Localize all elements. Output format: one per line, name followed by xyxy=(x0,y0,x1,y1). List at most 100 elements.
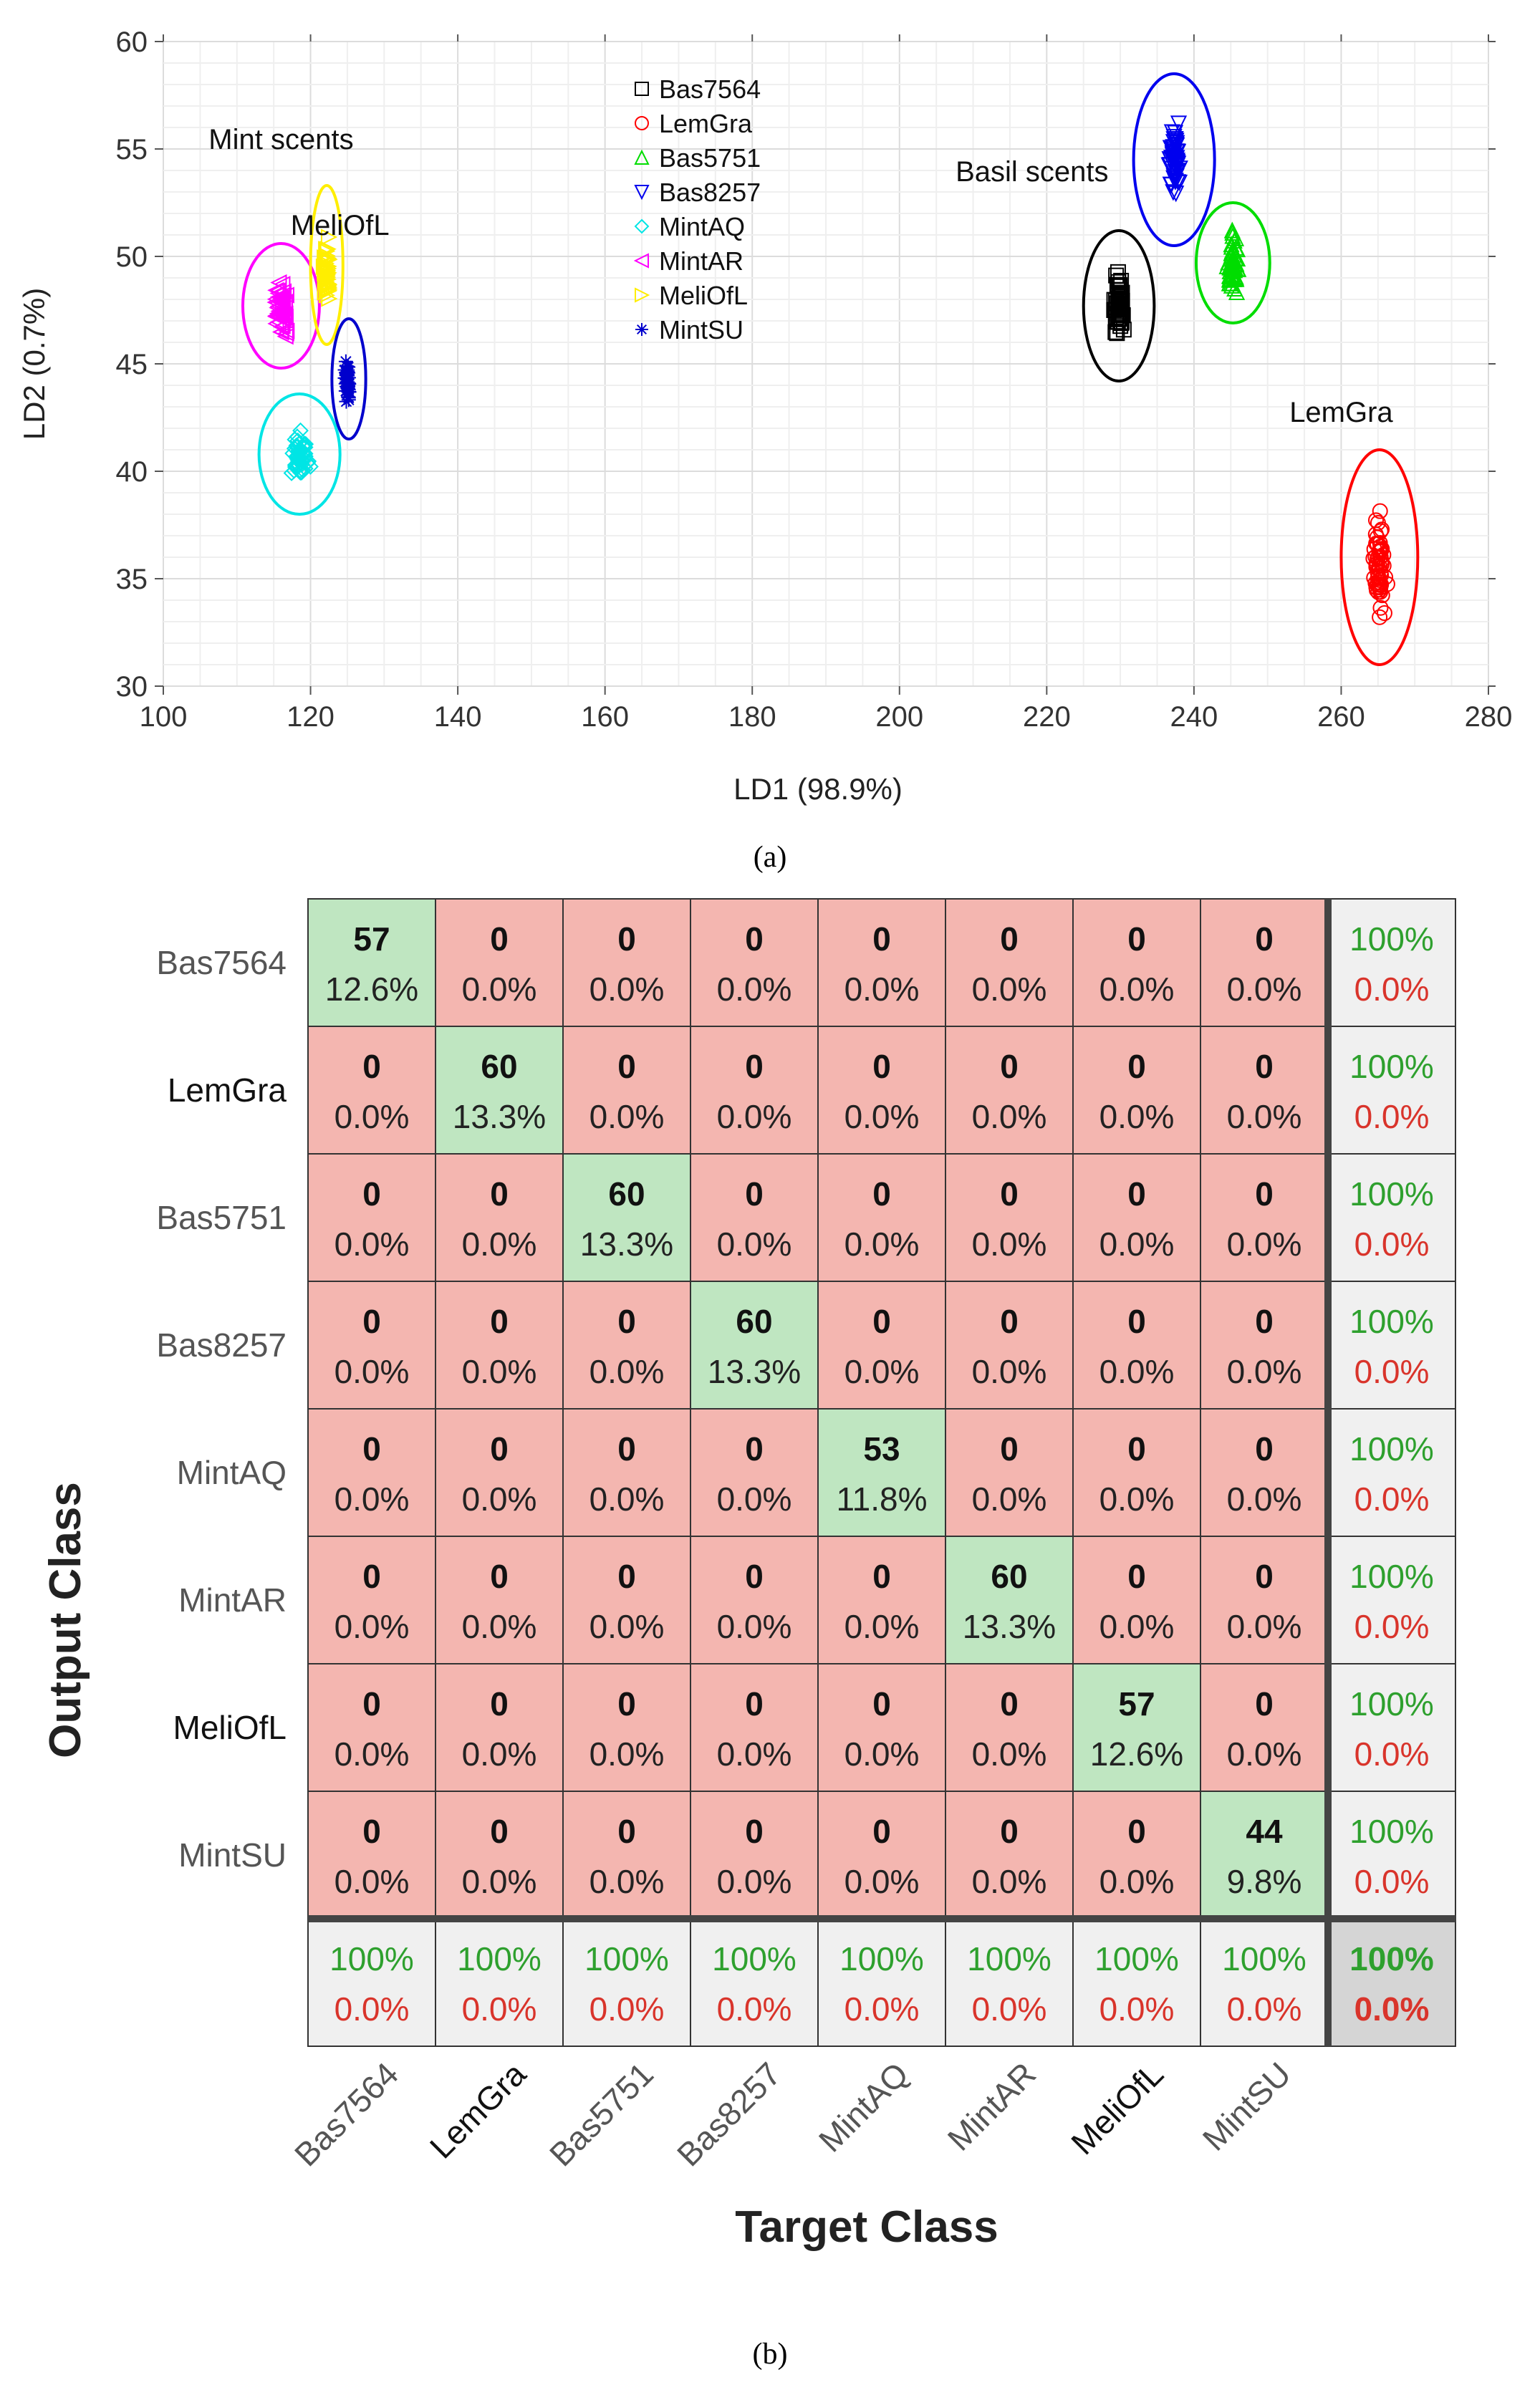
cm-cell-bottom-text: 0.0% xyxy=(462,1863,537,1900)
cm-cell-top-text: 0 xyxy=(1255,1430,1274,1468)
cm-cell-top-text: 0 xyxy=(1000,1048,1019,1085)
cm-cell xyxy=(1200,898,1329,1027)
cm-cell-bottom-text: 0.0% xyxy=(844,1353,920,1390)
x-tick-label: 280 xyxy=(1465,701,1513,733)
data-point xyxy=(1223,244,1240,261)
data-point xyxy=(268,308,285,325)
cm-cell xyxy=(1200,1153,1329,1282)
cm-cell-bottom-text: 0.0% xyxy=(462,1480,537,1518)
data-point xyxy=(289,432,307,449)
ellipse-bas7564 xyxy=(1082,229,1156,382)
row-summary-cell-bottom-text: 0.0% xyxy=(1354,970,1430,1008)
cm-cell-bottom-text: 0.0% xyxy=(844,1735,920,1773)
cm-cell-bottom-text: 0.0% xyxy=(1227,1608,1302,1645)
cm-cell xyxy=(817,1408,946,1537)
row-summary-cell-bottom-text: 0.0% xyxy=(1354,1608,1430,1645)
cm-cell-top-text: 0 xyxy=(1000,1813,1019,1850)
cm-cell xyxy=(945,1536,1074,1664)
col-label-lemgra: LemGra xyxy=(423,2055,534,2166)
cm-cell-bottom-text: 0.0% xyxy=(335,1225,410,1263)
col-summary-cell-bottom-text: 0.0% xyxy=(1227,1990,1302,2028)
cm-cell-bottom-text: 0.0% xyxy=(972,1098,1047,1135)
cm-cell-bottom-text: 0.0% xyxy=(1227,970,1302,1008)
data-point xyxy=(319,262,337,279)
cm-cell xyxy=(435,898,564,1027)
data-point xyxy=(1223,266,1241,284)
x-tick-label: 220 xyxy=(1023,701,1071,733)
cm-cell-bottom-text: 0.0% xyxy=(1099,1098,1175,1135)
data-point xyxy=(338,354,353,369)
cm-cell-bottom-text: 0.0% xyxy=(1227,1098,1302,1135)
cm-cell xyxy=(307,1663,436,1792)
row-summary-cell-top-text: 100% xyxy=(1349,1048,1434,1085)
cm-cell-top-text: 0 xyxy=(745,1175,764,1213)
cm-cell xyxy=(817,1026,946,1155)
x-tick-label: 200 xyxy=(875,701,923,733)
output-class-label: Output Class xyxy=(41,1482,90,1758)
row-label-lemgra: LemGra xyxy=(168,1071,287,1109)
row-label-bas7564: Bas7564 xyxy=(156,944,287,981)
data-point xyxy=(302,458,319,475)
cm-cell xyxy=(817,898,946,1027)
row-label-bas8257: Bas8257 xyxy=(156,1326,287,1364)
scatter-panel: 100 120 140 160 180 200 220 240 260 280 30 35 40 45 50… xyxy=(17,26,1512,806)
cm-cell-top-text: 0 xyxy=(745,1430,764,1468)
cm-cell xyxy=(690,1153,819,1282)
data-point xyxy=(318,286,336,304)
col-summary-cell xyxy=(817,1918,946,2047)
cm-cell-top-text: 0 xyxy=(872,1558,891,1595)
data-point xyxy=(320,282,337,299)
cm-cell-bottom-text: 0.0% xyxy=(1227,1480,1302,1518)
data-point xyxy=(1227,249,1244,266)
col-summary-cell xyxy=(1200,1918,1329,2047)
cm-cell-top-text: 0 xyxy=(1255,1558,1274,1595)
cm-cell-bottom-text: 0.0% xyxy=(589,1098,665,1135)
series-meliofl xyxy=(315,228,338,307)
series-bas8257 xyxy=(1160,115,1188,203)
col-summary-cell-bottom-text: 0.0% xyxy=(1099,1990,1175,2028)
cm-cell-bottom-text: 13.3% xyxy=(708,1353,801,1390)
data-point xyxy=(1376,605,1392,622)
row-summary-cell-top-text: 100% xyxy=(1349,1813,1434,1850)
cm-cell-bottom-text: 0.0% xyxy=(1099,1353,1175,1390)
legend-label-mintaq: MintAQ xyxy=(659,212,745,241)
x-tick-label: 140 xyxy=(434,701,482,733)
confusion-matrix-cells: 57 12.6% 0 0.0% 0 0.0% 0 0.0% 0 0.0% 0 0.0% 0 0.0% 0 0.… xyxy=(307,898,1456,2047)
data-point xyxy=(1372,584,1389,600)
cm-cell-bottom-text: 0.0% xyxy=(589,1735,665,1773)
y-tick-label: 40 xyxy=(116,456,148,488)
legend-marker-mintsu xyxy=(635,323,648,336)
data-point xyxy=(1368,512,1385,529)
row-summary-cell-bottom-text: 0.0% xyxy=(1354,1225,1430,1263)
cm-cell xyxy=(1072,1663,1201,1792)
cm-cell xyxy=(307,1536,436,1664)
cm-cell xyxy=(945,1281,1074,1410)
cm-cell xyxy=(1200,1663,1329,1792)
y-tick-label: 60 xyxy=(116,26,148,58)
cm-cell-bottom-text: 12.6% xyxy=(1090,1735,1183,1773)
y-axis-label: LD2 (0.7%) xyxy=(17,288,51,440)
data-point xyxy=(341,392,356,408)
cm-cell-top-text: 0 xyxy=(490,1175,509,1213)
cm-cell-top-text: 0 xyxy=(490,1813,509,1850)
cm-cell-bottom-text: 0.0% xyxy=(844,970,920,1008)
col-summary-cell-top-text: 100% xyxy=(839,1940,924,1977)
cm-cell xyxy=(1072,1153,1201,1282)
data-point xyxy=(1372,503,1388,519)
cm-cell-bottom-text: 0.0% xyxy=(972,1353,1047,1390)
data-point xyxy=(273,293,290,311)
row-summary-cell-top-text: 100% xyxy=(1349,1558,1434,1595)
legend-marker-bas7564 xyxy=(635,82,649,96)
legend-marker-mintaq xyxy=(634,218,650,234)
cm-cell-top-text: 0 xyxy=(617,1430,636,1468)
y-tick-label: 45 xyxy=(116,349,148,380)
cm-cell xyxy=(945,1153,1074,1282)
y-tick-label: 30 xyxy=(116,671,148,703)
data-point xyxy=(1227,238,1245,256)
series-mintaq xyxy=(283,422,319,481)
cm-cell-bottom-text: 0.0% xyxy=(335,1353,410,1390)
col-summary-cell xyxy=(307,1918,436,2047)
col-label-bas7564: Bas7564 xyxy=(287,2055,405,2173)
row-summary-cell xyxy=(1327,1791,1456,1919)
data-point xyxy=(283,465,300,481)
